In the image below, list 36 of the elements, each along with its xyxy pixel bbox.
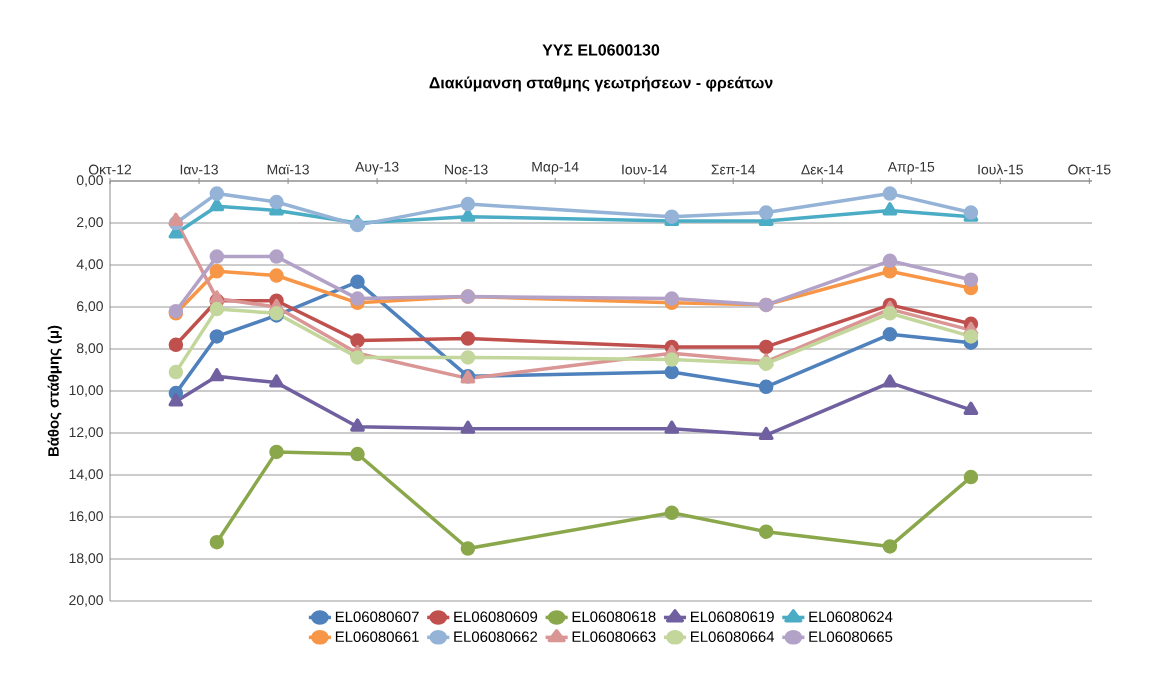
x-tick-label: Αυγ-13 <box>355 161 399 175</box>
legend-label: EL06080665 <box>809 631 893 642</box>
x-tick-label: Νοε-13 <box>445 164 488 175</box>
x-tick-label: Ιουλ-15 <box>978 164 1023 175</box>
x-tick-label: Ιουν-14 <box>622 164 667 175</box>
legend-label: EL06080663 <box>572 631 656 642</box>
x-tick-label: Μαϊ-13 <box>267 164 309 175</box>
y-tick-label: 18,00 <box>69 553 103 565</box>
legend-label: EL06080609 <box>454 611 538 623</box>
y-tick-label: 12,00 <box>69 427 103 439</box>
x-tick-label: Δεκ-14 <box>801 164 844 175</box>
y-tick-label: 6,00 <box>77 301 103 313</box>
x-tick-label: Ιαν-13 <box>180 164 218 175</box>
x-tick-label: Μαρ-14 <box>532 161 579 175</box>
y-tick-label: 8,00 <box>76 343 103 355</box>
chart-title: ΥΥΣ EL0600130 <box>542 44 660 56</box>
y-tick-label: 14,00 <box>69 469 103 481</box>
legend-label: EL06080624 <box>809 611 893 623</box>
x-tick-label: Απρ-15 <box>887 161 935 175</box>
y-tick-label: 20,00 <box>69 595 103 607</box>
legend-label: EL06080661 <box>335 631 419 642</box>
legend-label: EL06080619 <box>691 611 774 623</box>
legend-label: EL06080662 <box>454 631 538 642</box>
y-axis-title: Βάθος στάθμης (μ) <box>47 325 62 457</box>
y-tick-label: 4,00 <box>76 259 103 271</box>
y-tick-label: 10,00 <box>69 385 103 397</box>
y-tick-label: 16,00 <box>69 511 103 523</box>
chart-subtitle: Διακύμανση σταθμης γεωτρήσεων - φρεάτων <box>429 76 773 92</box>
x-tick-label: Οκτ-15 <box>1068 164 1111 175</box>
legend-label: EL06080607 <box>335 611 419 623</box>
legend-label: EL06080664 <box>691 631 775 642</box>
x-tick-label: Οκτ-12 <box>88 164 132 175</box>
legend-label: EL06080618 <box>572 611 656 623</box>
y-tick-label: 2,00 <box>77 217 103 229</box>
y-tick-label: 0,00 <box>76 175 103 187</box>
x-tick-label: Σεπ-14 <box>711 164 756 175</box>
